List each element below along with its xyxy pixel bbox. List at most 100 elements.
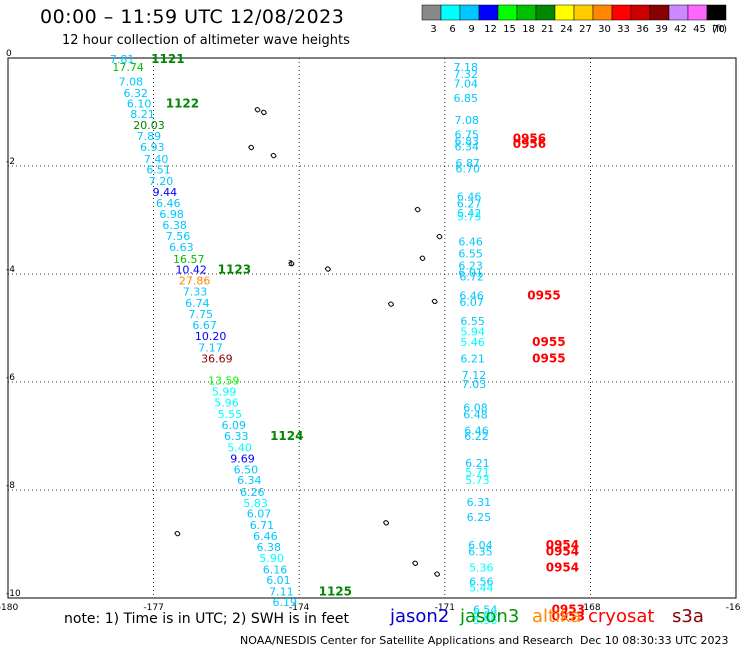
swh-value-label: 7.17 — [198, 341, 223, 354]
legend-label: 24 — [560, 24, 573, 35]
swh-value-label: 6.42 — [457, 207, 482, 220]
swh-value-label: 6.34 — [455, 140, 480, 153]
island-outline — [248, 144, 255, 151]
swh-value-label: 6.21 — [465, 457, 490, 470]
swh-value-label: 7.89 — [137, 130, 162, 143]
swh-value-label: 6.70 — [455, 163, 480, 176]
pass-time-label: 1122 — [166, 96, 199, 110]
swh-value-label: 6.75 — [455, 129, 480, 142]
satellite-jason3: jason3 — [460, 606, 520, 627]
legend-label: 33 — [617, 24, 630, 35]
legend-unit: (ft) — [712, 24, 727, 35]
swh-value-label: 6.46 — [156, 197, 181, 210]
swh-value-label: 6.46 — [457, 191, 482, 204]
legend-swatch — [649, 4, 670, 21]
swh-value-label: 6.48 — [463, 408, 488, 421]
swh-value-label: 6.72 — [459, 271, 484, 284]
swh-value-label: 6.27 — [457, 198, 482, 211]
satellite-s3a: s3a — [672, 606, 704, 627]
satellite-jason2: jason2 — [390, 606, 450, 627]
swh-value-label: 6.98 — [159, 208, 184, 221]
swh-value-label: 7.12 — [462, 369, 487, 382]
island-outline — [419, 255, 426, 261]
island-outline — [288, 260, 295, 267]
swh-value-label: 8.21 — [130, 108, 155, 121]
legend-swatch — [706, 4, 727, 21]
swh-value-label: 5.60 — [473, 609, 498, 622]
map-title: 00:00 – 11:59 UTC 12/08/2023 — [40, 6, 345, 28]
swh-value-label: 5.55 — [218, 408, 243, 421]
island-outline — [324, 266, 331, 272]
lon-tick-label: -168 — [580, 603, 601, 613]
lat-tick-label: -6 — [6, 373, 15, 383]
swh-value-label: 6.38 — [256, 541, 281, 554]
swh-value-label: 5.46 — [460, 336, 485, 349]
legend-swatch — [421, 4, 442, 21]
swh-value-label: 7.03 — [462, 378, 487, 391]
island-outlines: 3 — [174, 107, 443, 577]
island-outline — [382, 520, 390, 526]
swh-value-label: 16.57 — [173, 253, 205, 266]
swh-value-label: 6.55 — [458, 247, 483, 260]
pass-time-label: 0954 — [546, 544, 579, 558]
legend-swatch — [516, 4, 537, 21]
legend-label: 42 — [674, 24, 687, 35]
lat-tick-label: -10 — [6, 589, 21, 599]
island-outline — [433, 571, 441, 577]
pass-time-label: 1125 — [319, 584, 352, 598]
lon-tick-label: -165 — [726, 603, 740, 613]
lon-tick-label: -174 — [289, 603, 310, 613]
swh-value-label: 5.36 — [469, 562, 494, 575]
pass-time-label: 0953 — [552, 602, 585, 616]
footer-note: note: 1) Time is in UTC; 2) SWH is in fe… — [64, 611, 350, 627]
swh-value-label: 13.59 — [208, 374, 240, 387]
island-outline — [412, 560, 419, 567]
pass-time-label: 0954 — [546, 538, 579, 552]
island-outline — [431, 298, 438, 305]
legend-label: 15 — [503, 24, 516, 35]
swh-value-label: 6.85 — [454, 92, 479, 105]
swh-value-label: 7.81 — [110, 53, 135, 66]
lat-tick-label: -2 — [6, 157, 15, 167]
swh-value-label: 9.69 — [230, 453, 255, 466]
swh-value-label: 6.93 — [140, 141, 165, 154]
lat-tick-label: 0 — [6, 49, 12, 59]
swh-value-label: 6.35 — [468, 545, 493, 558]
legend-swatch — [573, 4, 594, 21]
swh-value-label: 6.67 — [192, 319, 217, 332]
swh-value-label: 6.07 — [247, 508, 272, 521]
legend-label: 9 — [468, 24, 474, 35]
swh-value-label: 10.42 — [175, 264, 207, 277]
island-outline — [270, 152, 277, 159]
swh-value-label: 6.19 — [273, 596, 298, 609]
lon-tick-label: -177 — [143, 603, 163, 613]
swh-value-label: 6.07 — [459, 296, 484, 309]
pass-time-label: 1124 — [270, 429, 303, 443]
pass-time-label: 0954 — [546, 561, 579, 575]
island-outline — [436, 233, 443, 240]
swh-value-label: 5.73 — [457, 211, 482, 224]
swh-value-label: 7.40 — [144, 153, 169, 166]
map-frame — [7, 57, 737, 599]
legend-swatch — [611, 4, 632, 21]
swh-value-label: 9.44 — [153, 186, 178, 199]
swh-value-label: 5.96 — [214, 396, 239, 409]
pass-time-label: 0955 — [527, 289, 560, 303]
pass-time-label: 0955 — [532, 335, 565, 349]
swh-value-label: 7.08 — [119, 76, 144, 89]
swh-value-label: 7.20 — [149, 175, 174, 188]
lat-tick-label: -4 — [6, 265, 15, 275]
swh-value-label: 6.46 — [253, 530, 277, 543]
swh-value-label: 6.55 — [460, 315, 485, 328]
legend-swatch — [497, 4, 518, 21]
legend-label: 12 — [484, 24, 497, 35]
swh-value-label: 36.69 — [201, 353, 233, 366]
swh-value-label: 7.32 — [454, 68, 479, 81]
swh-value-label: 6.23 — [458, 259, 483, 272]
island-outline — [260, 109, 267, 116]
swh-value-label: 6.46 — [459, 290, 484, 303]
legend-swatch — [668, 4, 689, 21]
lon-tick-label: -171 — [435, 603, 455, 613]
swh-value-label: 10.20 — [195, 330, 227, 343]
